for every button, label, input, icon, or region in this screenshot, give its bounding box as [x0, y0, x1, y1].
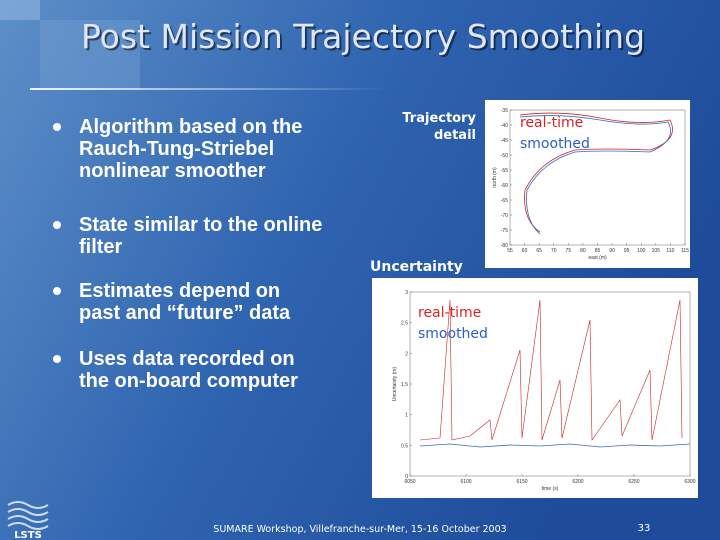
decor: [0, 0, 40, 20]
logo-text: LSTS: [14, 530, 42, 540]
figure-label: Uncertainty: [370, 259, 463, 275]
x-tick-label: 75: [566, 248, 572, 254]
uncertainty-curve: [419, 299, 683, 441]
bullet-text: Algorithm based on the: [79, 116, 302, 138]
x-tick-label: 115: [681, 248, 689, 254]
x-tick-label: 6100: [460, 479, 471, 485]
y-tick-label: 2: [405, 351, 408, 357]
title: Post Mission Trajectory Smoothing: [81, 17, 645, 56]
legend-entry: real-time: [418, 305, 481, 321]
y-tick-label: -60: [501, 183, 508, 189]
figure-label: Trajectory: [402, 111, 476, 126]
uncertainty-curve: [419, 443, 691, 448]
page-number: 33: [638, 523, 651, 534]
y-tick-label: -45: [501, 138, 508, 144]
y-tick-label: -35: [501, 108, 508, 114]
logo: LSTS: [7, 501, 49, 540]
y-tick-label: 2.5: [401, 321, 408, 327]
bullet-dot: [53, 123, 61, 131]
x-tick-label: 85: [595, 248, 601, 254]
x-axis-label: time (s): [542, 486, 559, 492]
y-tick-label: -70: [501, 213, 508, 219]
x-tick-label: 110: [666, 248, 674, 254]
decor: [40, 20, 140, 90]
x-tick-label: 90: [609, 248, 615, 254]
uncertainty-plot: [372, 278, 698, 498]
trajectory-curve: [519, 115, 672, 235]
y-tick-label: 0: [405, 474, 408, 480]
x-tick-label: 6150: [516, 479, 527, 485]
x-tick-label: 100: [637, 248, 646, 254]
y-tick-label: -75: [501, 228, 508, 234]
trajectory-plot: [485, 100, 690, 268]
figure-labels: Trajectory detail Uncertainty real-time smoo…: [370, 108, 696, 492]
bullet-text: State similar to the online: [79, 214, 322, 236]
y-tick-label: 1.5: [401, 382, 408, 388]
x-tick-label: 6200: [572, 479, 583, 485]
y-tick-label: 0.5: [401, 443, 408, 449]
x-tick-label: 6300: [684, 479, 695, 485]
x-tick-label: 55: [507, 248, 513, 254]
legend-entry: smoothed: [418, 326, 488, 342]
x-tick-label: 95: [624, 248, 630, 254]
y-tick-label: 3: [405, 290, 408, 296]
legend-entry: smoothed: [520, 136, 590, 152]
bullet-text: nonlinear smoother: [79, 160, 266, 182]
y-tick-label: 1: [405, 413, 408, 419]
bullet-text: Rauch-Tung-Striebel: [79, 138, 274, 160]
bullet-text: Estimates depend on: [79, 280, 280, 302]
y-tick-label: -40: [501, 123, 508, 129]
x-tick-label: 105: [652, 248, 661, 254]
x-tick-label: 80: [580, 248, 586, 254]
y-axis-label: north (m): [492, 167, 498, 188]
title-shadow: Post Mission Trajectory Smoothing: [83, 19, 647, 58]
x-tick-label: 6250: [628, 479, 639, 485]
y-tick-label: -80: [501, 243, 508, 249]
footer-text: SUMARE Workshop, Villefranche-sur-Mer, 1…: [213, 524, 506, 535]
bullet-text: the on-board computer: [79, 370, 298, 392]
bullet-dot: [53, 287, 61, 295]
bullet-text: Uses data recorded on: [79, 348, 295, 370]
y-tick-label: -65: [501, 198, 508, 204]
bullet-dot: [53, 355, 61, 363]
bullet-text: past and “future” data: [79, 302, 291, 324]
trajectory-curve: [519, 112, 673, 233]
x-tick-label: 70: [551, 248, 557, 254]
legend-entry: real-time: [520, 115, 583, 131]
bullet-text: filter: [79, 236, 123, 258]
y-tick-label: -55: [501, 168, 508, 174]
title-rule: [30, 88, 390, 90]
bullet-dot: [53, 221, 61, 229]
logo-waves: [7, 501, 49, 530]
x-tick-label: 60: [522, 248, 528, 254]
figure-label: detail: [434, 128, 476, 143]
bullets: Algorithm based on theRauch-Tung-Striebe…: [53, 116, 322, 392]
x-tick-label: 6050: [404, 479, 415, 485]
x-axis-label: east (m): [588, 255, 607, 261]
y-axis-label: Uncertainty (m): [392, 367, 398, 402]
x-tick-label: 65: [536, 248, 542, 254]
y-tick-label: -50: [501, 153, 508, 159]
